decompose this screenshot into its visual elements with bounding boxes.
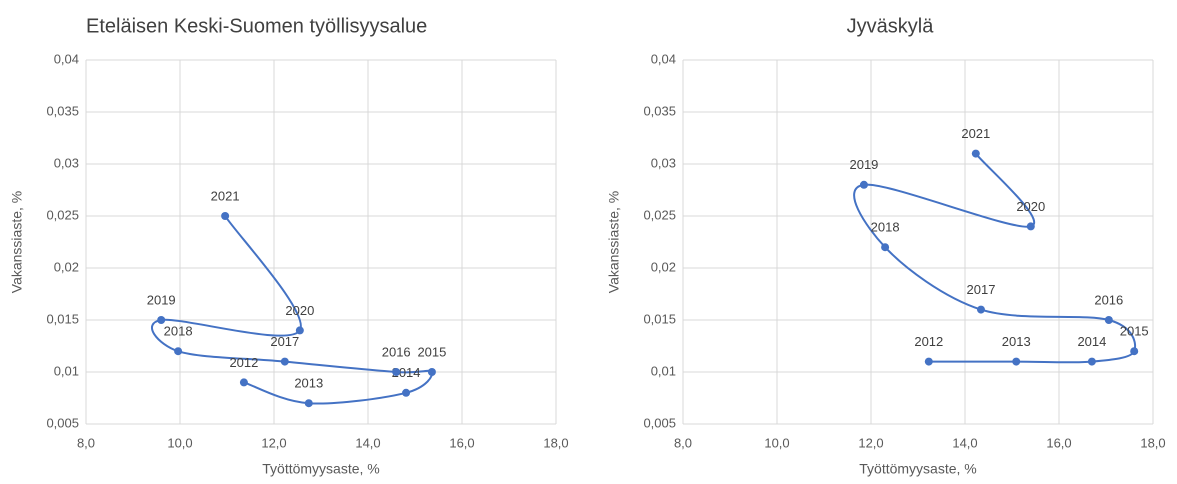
series-line <box>853 152 1137 364</box>
y-axis-title: Vakanssiaste, % <box>9 191 25 293</box>
point-label: 2018 <box>164 324 193 339</box>
x-tick-label: 18,0 <box>1140 435 1165 450</box>
chart-panel: Jyväskylä 0,005 0,01 0,015 0,02 0,025 0,03 0,03… <box>606 15 1166 476</box>
x-tick-label: 16,0 <box>1046 435 1071 450</box>
point-label: 2016 <box>1094 292 1123 307</box>
y-tick-label: 0,015 <box>46 311 79 326</box>
point-label: 2018 <box>871 220 900 235</box>
x-tick-label: 8,0 <box>77 435 95 450</box>
data-point <box>239 378 248 387</box>
point-label: 2015 <box>417 344 446 359</box>
chart-title: Eteläisen Keski-Suomen työllisyysalue <box>86 15 427 37</box>
data-point <box>295 326 304 335</box>
y-tick-label: 0,035 <box>46 103 79 118</box>
x-axis-title: Työttömyysaste, % <box>859 461 976 477</box>
chart-panel: Eteläisen Keski-Suomen työllisyysalue 0,0… <box>9 15 569 476</box>
data-point <box>881 243 890 252</box>
y-axis-title: Vakanssiaste, % <box>606 191 622 293</box>
point-label: 2017 <box>270 334 299 349</box>
point-label: 2012 <box>229 355 258 370</box>
data-point <box>976 305 985 314</box>
data-point <box>1104 316 1113 324</box>
data-point <box>1026 222 1035 231</box>
data-point <box>924 357 933 366</box>
x-tick-label: 18,0 <box>543 435 568 450</box>
y-tick-label: 0,035 <box>643 103 676 118</box>
data-point <box>1012 357 1021 366</box>
y-tick-label: 0,01 <box>651 363 676 378</box>
data-point <box>859 180 868 189</box>
x-tick-label: 14,0 <box>355 435 380 450</box>
data-point <box>392 368 401 376</box>
data-point <box>157 316 166 324</box>
point-label: 2013 <box>1002 334 1031 349</box>
point-label: 2014 <box>1077 334 1106 349</box>
point-label: 2019 <box>849 157 878 172</box>
y-tick-label: 0,005 <box>643 415 676 430</box>
y-tick-label: 0,01 <box>54 363 79 378</box>
y-tick-label: 0,015 <box>643 311 676 326</box>
point-label: 2019 <box>147 292 176 307</box>
point-label: 2017 <box>967 282 996 297</box>
data-point <box>280 357 289 366</box>
point-label: 2016 <box>382 344 411 359</box>
point-label: 2020 <box>1016 199 1045 214</box>
data-point <box>174 347 183 356</box>
data-point <box>221 212 230 220</box>
data-point <box>304 399 313 408</box>
x-tick-label: 8,0 <box>674 435 692 450</box>
x-axis-title: Työttömyysaste, % <box>262 461 379 477</box>
x-tick-label: 12,0 <box>858 435 883 450</box>
point-label: 2015 <box>1120 324 1149 339</box>
y-tick-label: 0,03 <box>54 155 79 170</box>
data-point <box>427 368 436 376</box>
x-tick-label: 16,0 <box>449 435 474 450</box>
x-tick-label: 10,0 <box>167 435 192 450</box>
x-tick-label: 12,0 <box>261 435 286 450</box>
data-point <box>1087 357 1096 366</box>
point-label: 2020 <box>285 303 314 318</box>
point-label: 2013 <box>294 376 323 391</box>
point-label: 2012 <box>914 334 943 349</box>
y-tick-label: 0,04 <box>651 51 676 66</box>
point-label: 2021 <box>211 188 240 203</box>
x-tick-label: 14,0 <box>952 435 977 450</box>
y-tick-label: 0,025 <box>46 207 79 222</box>
chart-title: Jyväskylä <box>847 15 935 37</box>
data-point <box>1130 347 1139 356</box>
point-label: 2014 <box>392 365 421 380</box>
y-tick-label: 0,005 <box>46 415 79 430</box>
y-tick-label: 0,04 <box>54 51 79 66</box>
x-tick-label: 10,0 <box>764 435 789 450</box>
data-point <box>971 149 980 158</box>
y-tick-label: 0,02 <box>651 259 676 274</box>
y-tick-label: 0,025 <box>643 207 676 222</box>
y-tick-label: 0,02 <box>54 259 79 274</box>
point-label: 2021 <box>961 126 990 141</box>
y-tick-label: 0,03 <box>651 155 676 170</box>
data-point <box>402 388 411 397</box>
